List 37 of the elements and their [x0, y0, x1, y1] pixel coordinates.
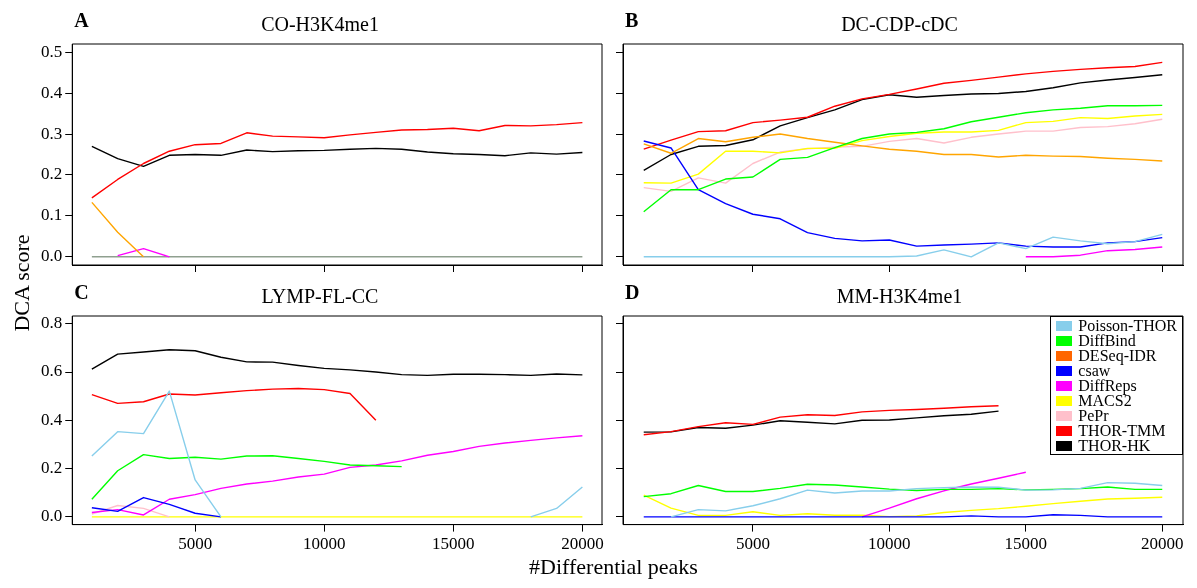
legend-label: PePr [1078, 407, 1109, 424]
text: D [625, 281, 640, 304]
legend-label: DESeq-IDR [1078, 347, 1157, 364]
y-axis-title: DCA score [9, 234, 35, 332]
y-tick-label: 0.0 [41, 506, 63, 526]
text: A [74, 9, 90, 32]
chart-title: MM-H3K4me1 [836, 285, 963, 308]
y-tick-label: 0.2 [41, 458, 63, 478]
y-tick-label: 0.0 [41, 246, 63, 266]
x-tick-label: 20000 [561, 534, 604, 554]
legend-label: csaw [1078, 362, 1111, 379]
x-tick-label: 20000 [1141, 534, 1184, 554]
y-tick-label: 0.8 [41, 313, 63, 333]
legend-label: DiffBind [1078, 332, 1136, 349]
y-tick-label: 0.4 [41, 82, 63, 102]
y-tick-label: 0.5 [41, 41, 63, 61]
y-tick-label: 0.2 [41, 164, 63, 184]
x-tick-label: 5000 [178, 534, 213, 554]
legend-label: Poisson-THOR [1078, 317, 1177, 334]
chart-title: DC-CDP-cDC [841, 13, 958, 36]
y-tick-label: 0.1 [41, 205, 63, 225]
x-tick-label: 15000 [432, 534, 475, 554]
y-tick-label: 0.3 [41, 123, 63, 143]
chart-title: CO-H3K4me1 [261, 13, 379, 36]
chart-title: LYMP-FL-CC [261, 285, 379, 308]
legend-label: DiffReps [1078, 377, 1137, 394]
legend-label: THOR-HK [1078, 437, 1151, 454]
x-tick-label: 15000 [1004, 534, 1048, 554]
x-tick-label: 5000 [735, 534, 770, 554]
text: C [74, 281, 89, 304]
x-axis-title: #Differential peaks [528, 554, 699, 580]
legend-label: THOR-TMM [1078, 422, 1166, 439]
x-tick-label: 10000 [302, 534, 346, 554]
text: B [625, 9, 639, 32]
x-tick-label: 10000 [868, 534, 911, 554]
y-tick-label: 0.6 [41, 361, 63, 381]
y-tick-label: 0.4 [41, 409, 63, 429]
